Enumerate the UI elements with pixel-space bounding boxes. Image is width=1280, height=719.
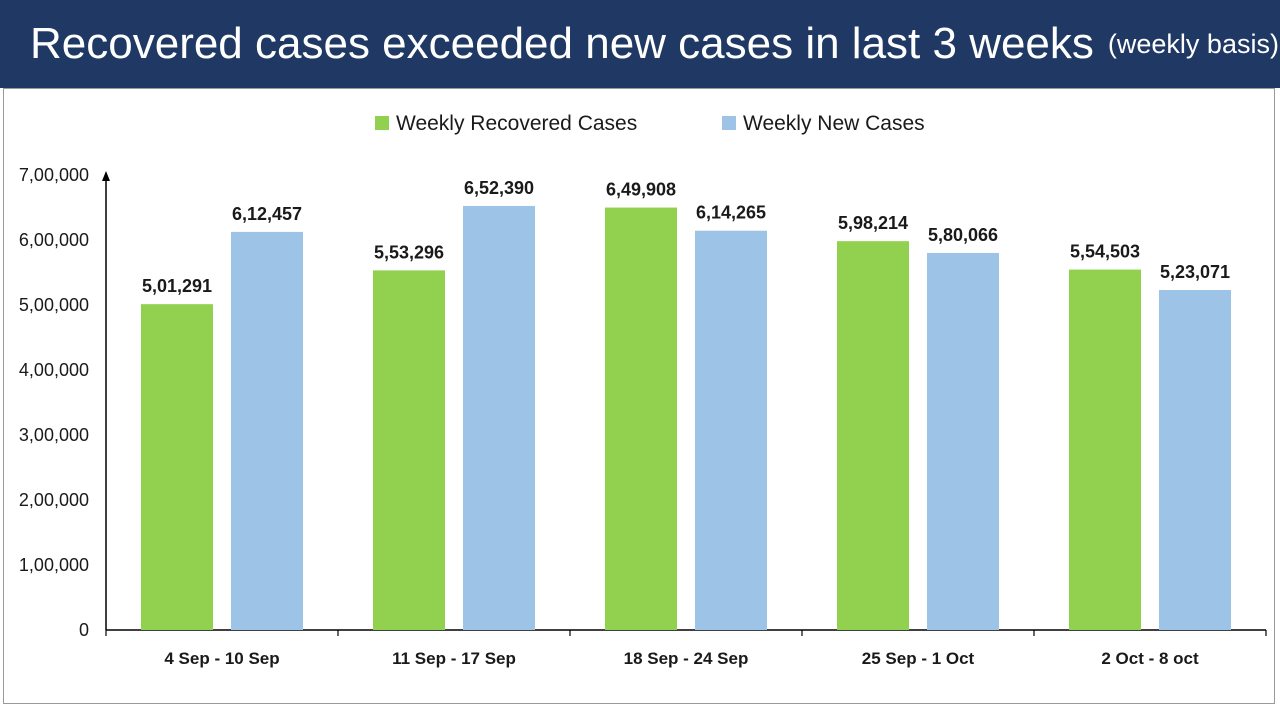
- y-axis: 0 1,00,000 2,00,000 3,00,000 4,00,000 5,00,00…: [19, 165, 110, 640]
- data-label: 6,12,457: [232, 204, 302, 224]
- data-label: 5,53,296: [374, 242, 444, 262]
- bar-new-cases: [695, 230, 767, 630]
- x-tick-label: 25 Sep - 1 Oct: [862, 649, 975, 668]
- bar-new-cases: [927, 252, 999, 630]
- chart-bars: [141, 205, 1231, 631]
- data-label: 6,52,390: [464, 178, 534, 198]
- bar-recovered: [605, 207, 677, 630]
- data-label: 5,98,214: [838, 213, 908, 233]
- bar-new-cases: [1159, 290, 1231, 630]
- bar-new-cases: [463, 205, 535, 630]
- slide-header: Recovered cases exceeded new cases in la…: [0, 0, 1280, 88]
- y-tick-label: 1,00,000: [19, 555, 89, 575]
- y-tick-label: 7,00,000: [19, 165, 89, 185]
- x-tick-label: 11 Sep - 17 Sep: [392, 649, 516, 668]
- bar-recovered: [1069, 269, 1141, 630]
- bar-new-cases: [231, 231, 303, 630]
- y-tick-label: 4,00,000: [19, 360, 89, 380]
- legend-swatch-new-cases: [722, 116, 736, 130]
- bar-recovered: [141, 304, 213, 630]
- legend-swatch-recovered: [375, 116, 389, 130]
- slide-subtitle: (weekly basis): [1107, 28, 1279, 59]
- y-tick-label: 2,00,000: [19, 490, 89, 510]
- x-tick-label: 2 Oct - 8 oct: [1101, 649, 1199, 668]
- x-tick-label: 18 Sep - 24 Sep: [624, 649, 749, 668]
- y-tick-label: 0: [79, 620, 89, 640]
- y-tick-label: 3,00,000: [19, 425, 89, 445]
- bar-recovered: [837, 241, 909, 631]
- chart-legend: Weekly Recovered Cases Weekly New Cases: [375, 112, 925, 135]
- data-label: 6,49,908: [606, 180, 676, 200]
- bar-recovered: [373, 270, 445, 630]
- data-label: 5,54,503: [1070, 242, 1140, 262]
- chart-panel: Weekly Recovered Cases Weekly New Cases 0…: [3, 88, 1275, 704]
- legend-label: Weekly Recovered Cases: [396, 112, 637, 135]
- x-tick-label: 4 Sep - 10 Sep: [164, 649, 279, 668]
- y-axis-arrow-icon: [102, 171, 110, 181]
- y-tick-label: 6,00,000: [19, 230, 89, 250]
- data-label: 5,01,291: [142, 276, 212, 296]
- legend-label: Weekly New Cases: [743, 112, 925, 135]
- data-label: 6,14,265: [696, 203, 766, 223]
- slide-title: Recovered cases exceeded new cases in la…: [30, 19, 1094, 68]
- chart-data-labels: 5,01,291 6,12,457 5,53,296 6,52,390 6,49,908…: [142, 178, 1230, 296]
- data-label: 5,80,066: [928, 225, 998, 245]
- data-label: 5,23,071: [1160, 262, 1230, 282]
- y-tick-label: 5,00,000: [19, 295, 89, 315]
- x-axis: 4 Sep - 10 Sep 11 Sep - 17 Sep 18 Sep - 24…: [105, 629, 1267, 668]
- bar-chart: Weekly Recovered Cases Weekly New Cases 0…: [19, 112, 1267, 668]
